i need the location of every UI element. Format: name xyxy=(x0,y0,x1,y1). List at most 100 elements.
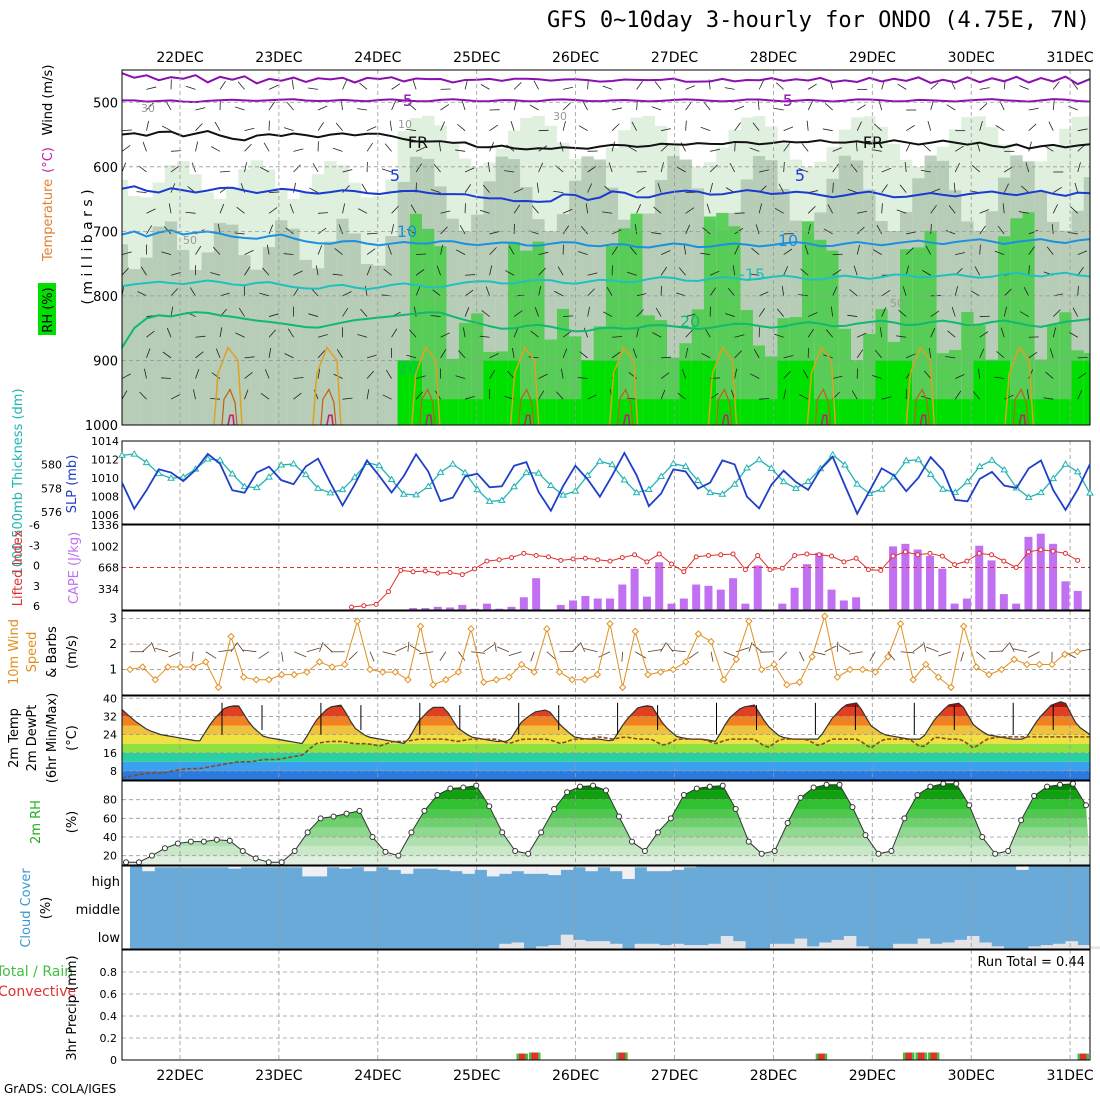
wind-speed-marker xyxy=(606,620,614,628)
wind-speed-marker xyxy=(315,658,324,666)
wind-barb xyxy=(1028,141,1032,152)
wind-barb xyxy=(538,373,548,379)
temp-axis-label-1: 2m Temp xyxy=(7,708,22,768)
wind-barb xyxy=(905,247,914,255)
wind-barb xyxy=(357,334,368,338)
wind-barb xyxy=(802,369,809,379)
wind-barb xyxy=(636,327,640,338)
wind-barb xyxy=(193,389,196,400)
wind-barb xyxy=(1003,183,1009,193)
rh-bright-band xyxy=(985,360,999,425)
wind-barb xyxy=(734,122,741,131)
lifted-marker xyxy=(533,552,539,558)
wind-barb xyxy=(211,146,221,152)
cloud-low-bar xyxy=(671,943,685,949)
top-date-label: 23DEC xyxy=(255,50,302,66)
wind-barb-10m xyxy=(848,651,863,655)
lifted-marker xyxy=(1025,549,1031,555)
lifted-marker xyxy=(545,554,551,560)
rh-marker xyxy=(265,859,272,866)
slp-frame xyxy=(121,440,1091,525)
cape-bar xyxy=(962,598,971,610)
wind-barb xyxy=(758,80,764,90)
wind-axis-label-1: 10m Wind xyxy=(7,619,22,685)
wind-barb xyxy=(185,85,196,90)
wind-barb xyxy=(244,389,249,400)
wind-barb xyxy=(979,348,985,359)
wind-barb xyxy=(170,394,181,400)
wind-speed-marker xyxy=(821,612,829,620)
wind-barb-10m xyxy=(439,651,447,662)
wind-speed-marker xyxy=(745,617,753,625)
wind-barb xyxy=(122,88,123,90)
wind-barb xyxy=(315,265,319,276)
rh-mid-band xyxy=(226,224,239,425)
precip-conv-bar xyxy=(818,1053,825,1060)
rh-bright-band xyxy=(1034,399,1048,425)
bl-contour-inner xyxy=(419,388,436,426)
wind-speed-marker xyxy=(682,658,690,666)
rh-marker xyxy=(758,850,765,857)
wind-barb xyxy=(1018,211,1029,214)
rh-green-band xyxy=(520,250,533,425)
rh-bright-band xyxy=(1047,399,1060,425)
bottom-date-label: 29DEC xyxy=(849,1068,896,1084)
wind-speed-marker xyxy=(884,653,892,661)
wind-speed-marker xyxy=(138,663,147,671)
cloud-row-label: middle xyxy=(76,903,120,918)
wind-barb xyxy=(972,391,981,400)
wind-barb xyxy=(1053,186,1062,193)
rh-green-band xyxy=(654,320,668,425)
wind-barb xyxy=(461,100,466,111)
rh-green-band xyxy=(912,247,925,425)
cloud-high-gap xyxy=(376,866,389,868)
temp-band xyxy=(122,743,1090,753)
thickness-marker xyxy=(595,457,604,464)
rh-bright-band xyxy=(581,360,594,425)
cloud-high-gap xyxy=(314,866,328,877)
rh-mid-band xyxy=(238,255,251,425)
rh-mid-band xyxy=(581,156,594,425)
cloud-high-gap xyxy=(573,866,586,868)
wind-barb xyxy=(293,182,297,193)
lifted-marker xyxy=(915,552,921,558)
bl-contour-core xyxy=(425,414,433,426)
lifted-marker xyxy=(816,552,822,558)
wind-barb-10m xyxy=(458,651,466,661)
thickness-marker xyxy=(252,483,261,491)
wind-barb xyxy=(1028,351,1038,359)
wind-barb xyxy=(195,123,203,131)
wind-barb xyxy=(244,162,248,173)
cape-bar xyxy=(753,565,762,610)
wind-barb xyxy=(825,329,833,338)
lifted-marker xyxy=(693,554,699,560)
wind-speed-marker xyxy=(783,681,791,689)
rh-marker xyxy=(123,859,129,866)
wind-barb xyxy=(381,168,392,173)
wind-barb xyxy=(289,203,294,214)
wind-barb xyxy=(146,120,149,131)
wind-barb xyxy=(608,162,613,173)
wind-barb xyxy=(214,121,221,131)
rh-marker xyxy=(1070,780,1077,787)
wind-barb xyxy=(660,144,669,152)
wind-barb xyxy=(778,183,785,193)
cape-bar xyxy=(778,603,787,610)
rh-marker xyxy=(953,780,960,787)
cape-bar xyxy=(507,606,516,610)
wind-barb xyxy=(783,126,794,132)
rh-bright-band xyxy=(544,399,558,425)
wind-barb xyxy=(660,372,670,379)
cloud-high-gap xyxy=(486,866,500,877)
wind-speed-marker xyxy=(467,625,475,633)
wind-barb xyxy=(338,224,343,235)
wind-barb-10m xyxy=(494,641,497,652)
cloud-high-gap xyxy=(326,866,340,868)
bl-contour xyxy=(608,346,639,426)
wind-barb xyxy=(654,81,662,90)
rh-marker xyxy=(849,804,856,811)
wind-barb xyxy=(562,331,572,338)
wind-barb xyxy=(774,333,784,338)
wind-speed-marker xyxy=(479,678,488,686)
wind-barb xyxy=(685,207,695,214)
